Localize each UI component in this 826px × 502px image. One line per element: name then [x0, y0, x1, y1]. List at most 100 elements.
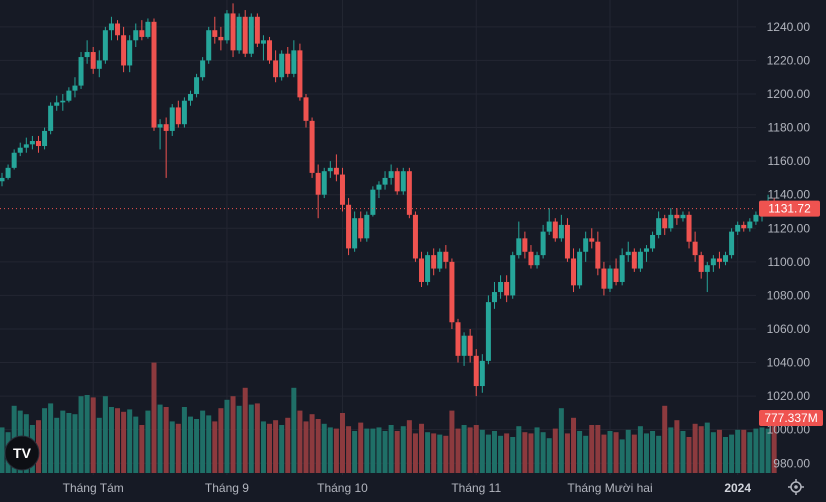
candle-body [741, 224, 747, 229]
volume-bar [285, 417, 291, 473]
volume-bar [485, 434, 491, 473]
candle-body [467, 335, 473, 356]
candle-body [236, 16, 242, 51]
volume-bar [735, 429, 741, 473]
volume-bar [747, 432, 753, 473]
candle-body [583, 238, 589, 252]
candle-body [552, 221, 558, 239]
candle-body [431, 255, 437, 269]
volume-bar [339, 413, 345, 473]
candle-body [473, 355, 479, 387]
candle-body [48, 105, 54, 131]
volume-bar [303, 421, 309, 473]
candle-body [108, 23, 114, 31]
volume-bar [108, 407, 114, 473]
candle-body [650, 234, 656, 249]
candle-body [321, 171, 327, 195]
candle-body [443, 251, 449, 262]
volume-bar [127, 409, 133, 473]
candle-body [668, 214, 674, 229]
candle-body [35, 140, 41, 147]
volume-bar [181, 407, 187, 473]
volume-bar [175, 423, 181, 473]
candle-body [303, 97, 309, 121]
volume-bar [187, 416, 193, 473]
time-axis[interactable]: Tháng Tám Tháng 9 Tháng 10 Tháng 11 Tháng Mư… [63, 481, 752, 495]
volume-bar [48, 403, 54, 473]
x-tick-label: Tháng 9 [205, 481, 249, 495]
candle-body [127, 40, 133, 66]
volume-bar [625, 429, 631, 473]
price-axis[interactable]: 980.00 1000.00 1020.00 1040.00 1060.00 1080.0… [767, 20, 811, 470]
volume-bar [248, 404, 254, 473]
candle-body [315, 172, 321, 195]
candle-body [230, 13, 236, 51]
volume-bar [631, 434, 637, 473]
volume-bar [315, 419, 321, 473]
candle-body [187, 93, 193, 101]
volume-bar [254, 403, 260, 473]
volume-bar [376, 427, 382, 473]
candle-body [406, 171, 412, 215]
volume-bar [473, 425, 479, 473]
candle-body [747, 221, 753, 229]
volume-bar [236, 405, 242, 473]
volume-bar [437, 434, 443, 473]
volume-bar [309, 414, 315, 473]
volume-bar [668, 427, 674, 473]
candle-body [376, 184, 382, 190]
candle-body [333, 167, 339, 175]
candle-body [510, 255, 516, 296]
last-price-badge-bg [759, 200, 820, 217]
candle-body [546, 221, 552, 232]
volume-bar [656, 435, 662, 473]
gear-icon[interactable] [788, 479, 804, 495]
y-tick-label: 1120.00 [768, 221, 811, 235]
volume-bar [698, 426, 704, 473]
volume-bar [206, 415, 212, 473]
volume-bar [680, 431, 686, 473]
volume-bar [498, 435, 504, 473]
candle-body [0, 177, 5, 182]
tradingview-logo[interactable]: TV [4, 435, 40, 471]
volume-bar [90, 397, 96, 473]
y-tick-label: 980.00 [773, 456, 810, 470]
volume-bar [279, 425, 285, 473]
y-tick-label: 1180.00 [768, 121, 811, 135]
candle-body [279, 53, 285, 78]
candle-body [364, 214, 370, 239]
y-tick-label: 1080.00 [767, 288, 811, 302]
candle-body [662, 218, 668, 229]
y-tick-label: 1220.00 [767, 53, 811, 67]
volume-bar [571, 417, 577, 473]
volume-bar [650, 431, 656, 473]
candle-body [163, 124, 169, 131]
candle-body [425, 255, 431, 282]
candle-body [254, 16, 260, 44]
volume-bar [321, 423, 327, 473]
volume-bar [352, 431, 358, 473]
volume-bar [291, 387, 297, 473]
volume-bar [601, 434, 607, 473]
volume-bar [60, 410, 66, 473]
volume-bar [589, 425, 595, 473]
volume-bar [333, 428, 339, 473]
volume-bar [662, 405, 668, 473]
candle-body [558, 224, 564, 239]
volume-bar [765, 428, 771, 473]
candle-body [327, 167, 333, 172]
candle-body [449, 261, 455, 323]
volume-bar [522, 432, 528, 473]
candle-body [194, 77, 200, 94]
candle-body [133, 30, 139, 41]
volume-bar [491, 431, 497, 473]
volume-bar [358, 422, 364, 473]
candle-body [674, 214, 680, 219]
y-tick-label: 1060.00 [767, 322, 811, 336]
candle-body [698, 255, 704, 272]
volume-bar [552, 428, 558, 473]
volume-bar [637, 426, 643, 473]
volume-bar [78, 396, 84, 473]
volume-bar [35, 420, 41, 473]
